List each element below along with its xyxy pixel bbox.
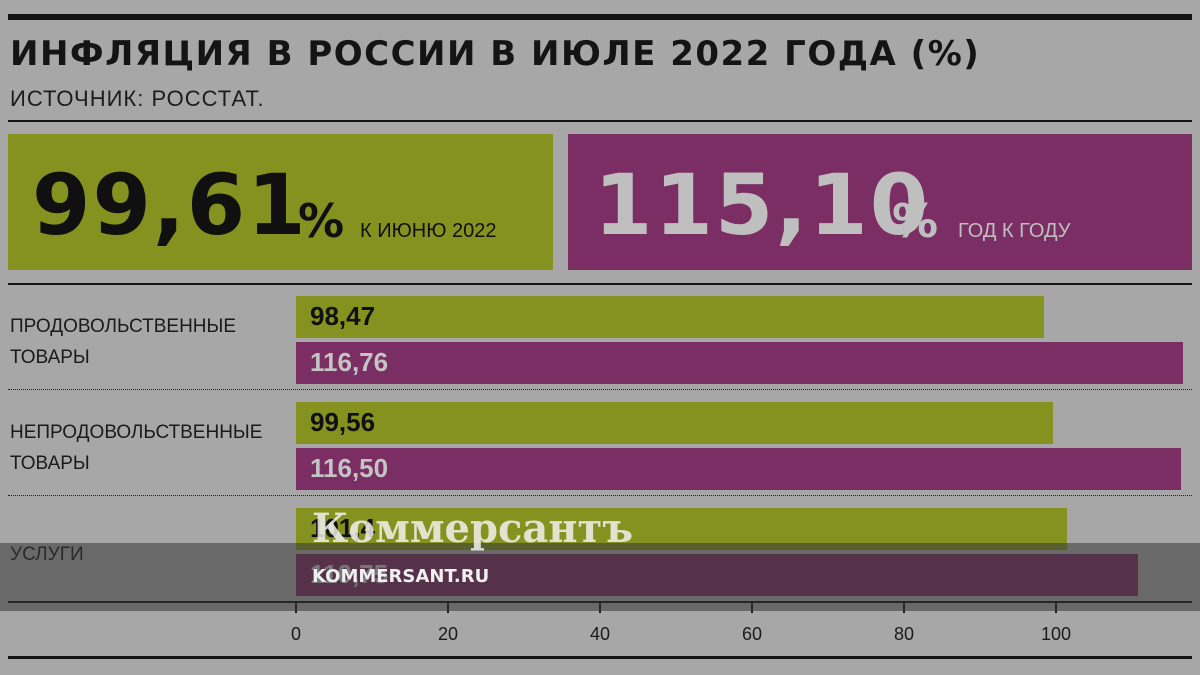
month-caption: К ИЮНЮ 2022 — [360, 220, 497, 242]
category-label: НЕПРОДОВОЛЬСТВЕННЫЕ ТОВАРЫ — [10, 422, 263, 474]
x-tick-label: 100 — [1040, 624, 1072, 644]
header-divider — [8, 120, 1192, 122]
year-value: 115,10 — [594, 156, 931, 254]
year-caption: ГОД К ГОДУ — [958, 220, 1071, 242]
bar-value-label: 116,76 — [310, 347, 389, 377]
chart-top-divider — [8, 283, 1192, 285]
year-summary-card: 115,10 % ГОД К ГОДУ — [568, 134, 1192, 270]
bar-value-label: 98,47 — [310, 301, 376, 331]
x-tick-label: 0 — [290, 624, 301, 644]
bar-value-label: 101,4 — [310, 513, 376, 543]
bar-month: 98,47 — [296, 296, 1044, 338]
bar-value-label: 116,50 — [310, 453, 389, 483]
chart-source: ИСТОЧНИК: РОССТАТ. — [10, 86, 265, 111]
bar-year: 116,50 — [296, 448, 1181, 490]
x-tick-label: 20 — [437, 624, 459, 644]
bar-month: 99,56 — [296, 402, 1053, 444]
bar-year: 116,76 — [296, 342, 1183, 384]
x-tick-label: 80 — [893, 624, 915, 644]
watermark-url: KOMMERSANT.RU — [312, 566, 490, 587]
month-unit: % — [298, 194, 345, 248]
row-separator — [8, 495, 1192, 497]
chart-title: ИНФЛЯЦИЯ В РОССИИ В ИЮЛЕ 2022 ГОДА (%) — [10, 34, 981, 74]
month-summary-card: 99,61 % К ИЮНЮ 2022 — [8, 134, 553, 270]
x-tick-label: 60 — [741, 624, 763, 644]
year-unit: % — [892, 194, 939, 248]
watermark-logo: Коммерсантъ — [312, 505, 633, 552]
bottom-rule — [8, 656, 1192, 659]
top-rule — [8, 14, 1192, 20]
row-separator — [8, 389, 1192, 391]
watermark-band — [0, 543, 1200, 611]
bar-value-label: 99,56 — [310, 407, 376, 437]
category-label: ПРОДОВОЛЬСТВЕННЫЕ ТОВАРЫ — [10, 316, 237, 368]
x-tick-label: 40 — [589, 624, 611, 644]
month-value: 99,61 — [32, 156, 308, 254]
